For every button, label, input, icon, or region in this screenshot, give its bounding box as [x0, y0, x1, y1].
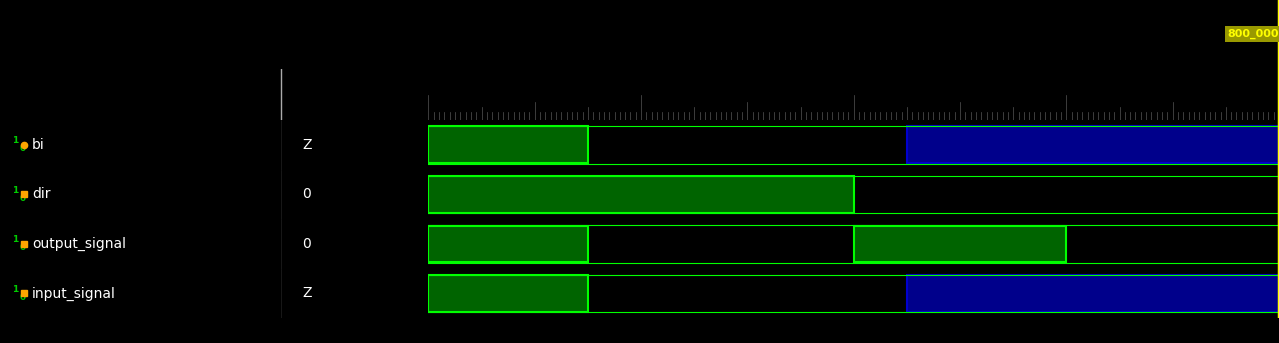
Bar: [907, 127, 1279, 163]
Text: input_signal: input_signal: [32, 286, 116, 300]
Text: 0: 0: [19, 144, 26, 153]
Text: Value: Value: [302, 90, 349, 104]
Text: 0.000 ns: 0.000 ns: [431, 83, 481, 96]
Text: 1: 1: [12, 137, 18, 145]
Text: 800_000: 800_000: [1228, 29, 1279, 39]
Text: Z: Z: [302, 286, 312, 300]
Text: 1: 1: [12, 285, 18, 294]
Bar: [907, 275, 1279, 312]
Text: Z: Z: [302, 138, 312, 152]
Text: 600.000 ns: 600.000 ns: [1068, 83, 1134, 96]
Text: 0: 0: [302, 187, 311, 201]
Text: Name: Name: [22, 90, 70, 104]
Text: 1: 1: [12, 186, 18, 195]
Text: dir: dir: [32, 187, 51, 201]
Bar: [428, 226, 588, 262]
Bar: [428, 275, 588, 312]
Bar: [428, 127, 588, 163]
Text: 0: 0: [302, 237, 311, 251]
Bar: [854, 226, 1067, 262]
Text: 0: 0: [19, 293, 26, 302]
Text: bi: bi: [32, 138, 45, 152]
Text: 0: 0: [19, 244, 26, 252]
Text: output_signal: output_signal: [32, 237, 127, 251]
Text: 0: 0: [19, 194, 26, 203]
Bar: [428, 176, 854, 213]
Text: 400.000 ns: 400.000 ns: [856, 83, 921, 96]
Text: 1: 1: [12, 235, 18, 245]
Text: 200.000 ns: 200.000 ns: [643, 83, 709, 96]
